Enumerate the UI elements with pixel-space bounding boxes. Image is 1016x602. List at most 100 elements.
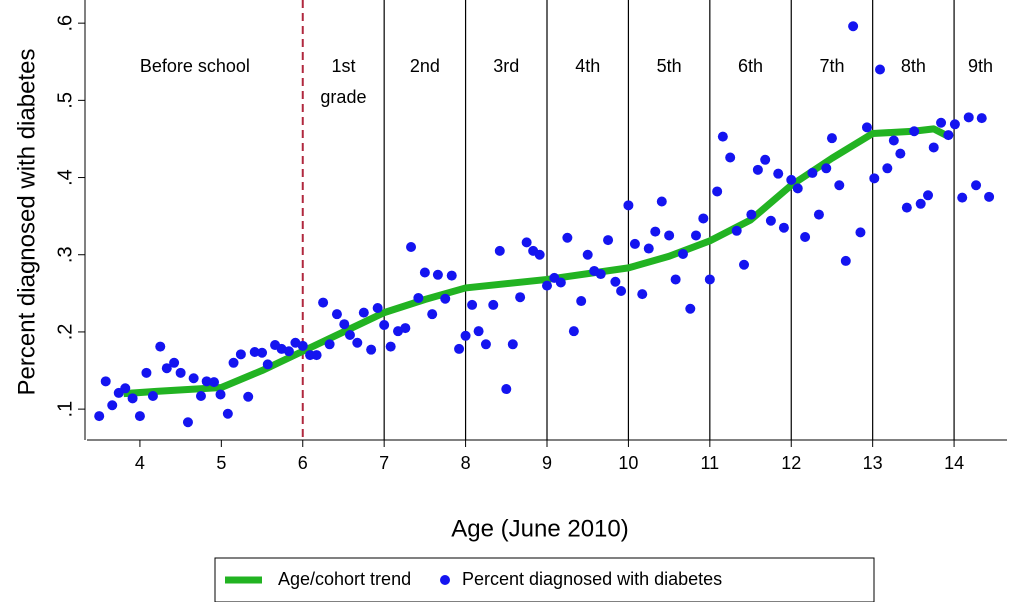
y-tick-label: .4 [54, 169, 76, 186]
data-point [366, 344, 377, 355]
grade-label: 6th [738, 56, 763, 76]
legend-label: Percent diagnosed with diabetes [462, 569, 722, 589]
data-point [235, 349, 246, 360]
data-point [888, 135, 899, 146]
y-axis-title: Percent diagnosed with diabetes [13, 49, 40, 396]
data-point [603, 235, 614, 246]
data-point [963, 112, 974, 123]
grade-label: grade [320, 87, 366, 107]
y-tick-label: .3 [54, 246, 76, 263]
data-point [773, 168, 784, 179]
x-tick-label: 9 [542, 453, 552, 473]
data-point [704, 274, 715, 285]
y-tick-label: .5 [54, 92, 76, 109]
data-point [949, 119, 960, 130]
data-point [800, 231, 811, 242]
data-point [576, 296, 587, 307]
data-point [400, 323, 411, 334]
data-point [746, 209, 757, 220]
data-point [670, 274, 681, 285]
data-point [243, 391, 254, 402]
data-point [882, 163, 893, 174]
data-point [677, 248, 688, 259]
data-point [446, 270, 457, 281]
data-point [440, 293, 451, 304]
data-point [372, 303, 383, 313]
data-point [717, 131, 728, 142]
grade-label: 4th [575, 56, 600, 76]
data-point [413, 292, 424, 303]
data-point [344, 330, 355, 341]
data-point [228, 357, 239, 368]
data-point [936, 117, 947, 128]
data-point [262, 359, 273, 370]
data-point [568, 326, 579, 337]
data-point [984, 191, 995, 202]
data-point [94, 411, 105, 422]
grade-label: 8th [901, 56, 926, 76]
grade-label: 1st [331, 56, 355, 76]
data-point [494, 245, 505, 256]
x-tick-label: 6 [298, 453, 308, 473]
data-point [188, 373, 199, 384]
data-point [792, 183, 803, 194]
x-tick-label: 7 [379, 453, 389, 473]
x-tick-label: 8 [461, 453, 471, 473]
data-point [249, 347, 260, 357]
data-point [731, 225, 742, 236]
data-point [339, 319, 350, 330]
data-point [698, 213, 709, 224]
data-point [848, 21, 859, 32]
x-axis-title: Age (June 2010) [451, 515, 628, 542]
grade-label: 2nd [410, 56, 440, 76]
data-point [297, 340, 308, 351]
data-point [473, 326, 484, 337]
data-point [324, 339, 335, 350]
data-point [623, 200, 634, 211]
y-tick-label: .6 [54, 15, 76, 32]
data-point [901, 202, 912, 213]
x-tick-label: 4 [135, 453, 145, 473]
data-point [821, 163, 832, 174]
data-point [432, 269, 443, 280]
data-point [760, 154, 771, 165]
data-point [155, 341, 166, 352]
data-point [406, 242, 417, 253]
data-point [100, 376, 111, 387]
data-point [222, 408, 233, 419]
data-point [460, 330, 471, 341]
data-point [909, 126, 920, 137]
data-point [616, 286, 627, 297]
data-point [861, 122, 872, 133]
data-point [454, 343, 465, 354]
data-point [957, 192, 968, 203]
data-point [107, 400, 118, 411]
legend-swatch [440, 575, 450, 585]
data-point [840, 255, 851, 266]
data-point [283, 346, 294, 357]
grade-label: 3rd [493, 56, 519, 76]
data-point [685, 303, 696, 314]
data-point [650, 226, 661, 237]
x-tick-label: 10 [618, 453, 638, 473]
data-point [311, 350, 322, 361]
data-point [318, 297, 329, 308]
data-point [834, 180, 845, 191]
data-point [427, 309, 438, 320]
data-point [419, 267, 430, 278]
data-point [976, 113, 987, 124]
data-point [786, 174, 797, 185]
data-point [169, 357, 180, 368]
data-point [352, 337, 363, 348]
data-point [175, 367, 186, 378]
data-point [141, 367, 152, 378]
data-point [331, 309, 342, 320]
data-point [385, 341, 396, 352]
x-tick-label: 14 [944, 453, 964, 473]
data-point [215, 389, 226, 400]
data-point [813, 209, 824, 220]
data-point [488, 299, 499, 310]
data-point [161, 363, 172, 374]
data-point [637, 289, 648, 300]
